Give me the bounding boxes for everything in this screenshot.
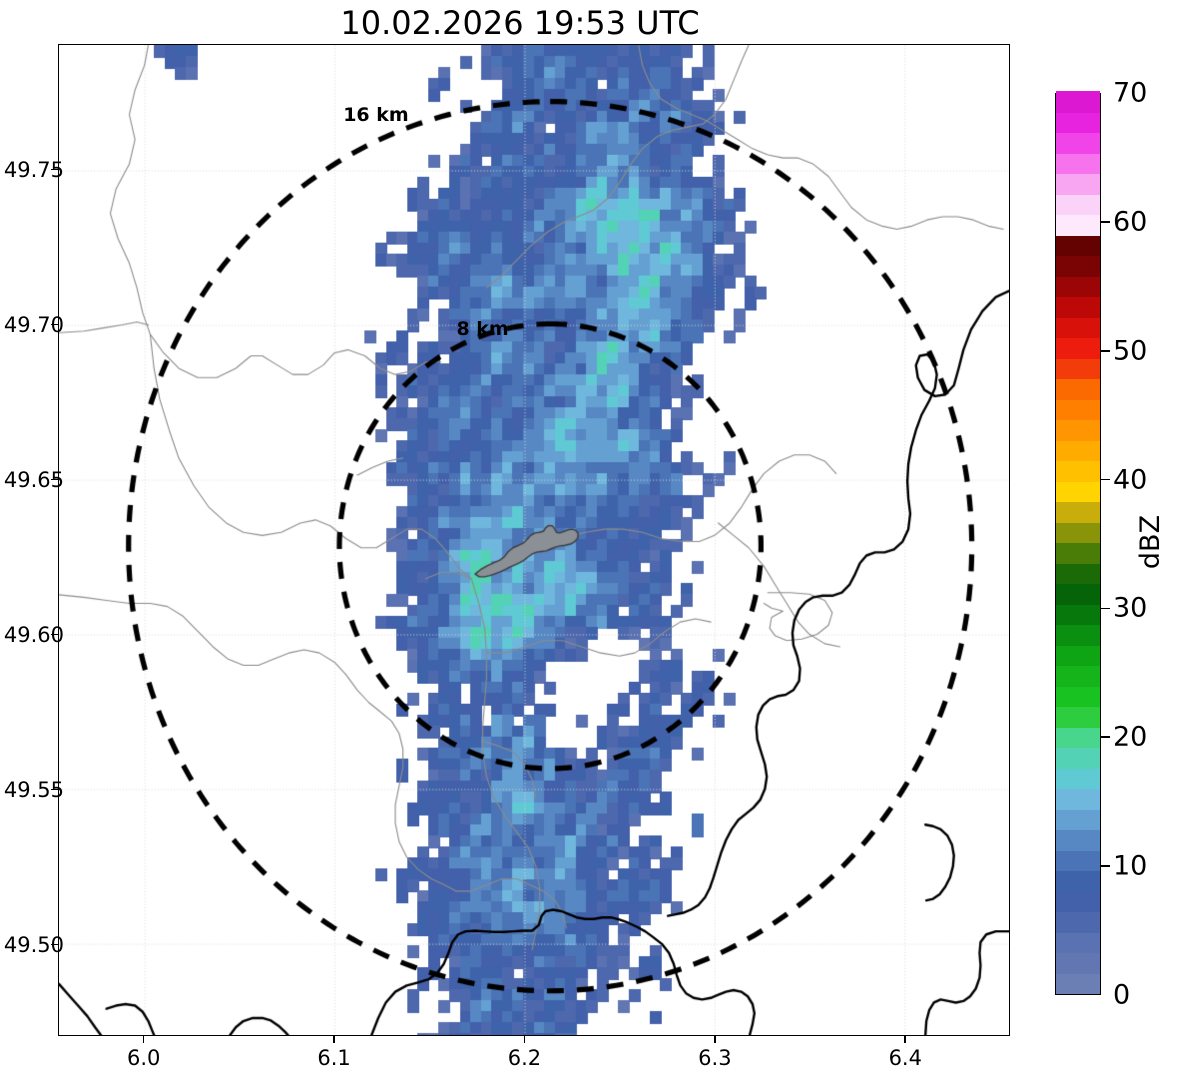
x-tick-mark	[523, 1036, 526, 1043]
colorbar-segment	[1056, 644, 1100, 666]
colorbar-segment	[1056, 665, 1100, 687]
colorbar-segment	[1056, 255, 1100, 277]
colorbar-tick-mark	[1101, 865, 1110, 867]
colorbar-segment	[1056, 706, 1100, 728]
colorbar-tick-label: 20	[1113, 721, 1148, 753]
x-tick-mark	[142, 1036, 145, 1043]
colorbar-segment	[1056, 624, 1100, 646]
colorbar-segment	[1056, 214, 1100, 236]
x-tick-label: 6.2	[507, 1046, 542, 1070]
colorbar-segment	[1056, 931, 1100, 953]
y-tick-mark	[51, 323, 58, 326]
colorbar-tick-mark	[1101, 221, 1110, 223]
colorbar-tick-label: 0	[1113, 979, 1131, 1011]
colorbar-segment	[1056, 808, 1100, 830]
x-tick-label: 6.4	[888, 1046, 922, 1070]
x-tick-label: 6.0	[126, 1046, 161, 1070]
y-tick-mark	[51, 633, 58, 636]
colorbar-gradient	[1055, 91, 1101, 995]
colorbar-tick-label: 40	[1113, 464, 1148, 496]
colorbar-segment	[1056, 460, 1100, 482]
colorbar-segment	[1056, 378, 1100, 400]
y-tick-mark	[51, 943, 58, 946]
colorbar-tick-mark	[1101, 349, 1110, 352]
colorbar-segment	[1056, 480, 1100, 502]
colorbar-segment	[1056, 132, 1100, 154]
colorbar-segment	[1056, 562, 1100, 584]
colorbar-segment	[1056, 542, 1100, 564]
colorbar-tick-label: 50	[1113, 335, 1148, 367]
y-tick-mark	[51, 478, 58, 481]
colorbar-segment	[1056, 972, 1100, 994]
colorbar-tick-label: 10	[1113, 850, 1148, 882]
colorbar-tick-label: 60	[1113, 206, 1148, 238]
range-ring-label: 16 km	[343, 104, 409, 127]
page-title: 10.02.2026 19:53 UTC	[340, 4, 700, 42]
colorbar-segment	[1056, 357, 1100, 379]
colorbar-segment	[1056, 173, 1100, 195]
colorbar-tick-mark	[1101, 607, 1110, 610]
colorbar-segment	[1056, 890, 1100, 912]
range-ring-label: 8 km	[456, 318, 509, 341]
x-tick-label: 6.3	[698, 1046, 732, 1070]
colorbar-segment	[1056, 398, 1100, 420]
colorbar-segment	[1056, 747, 1100, 769]
colorbar-segment	[1056, 603, 1100, 625]
colorbar-axis-label: dBZ	[1135, 514, 1166, 570]
colorbar-segment	[1056, 726, 1100, 748]
colorbar-segment	[1056, 952, 1100, 974]
colorbar-tick-mark	[1101, 736, 1110, 739]
colorbar-segment	[1056, 521, 1100, 543]
colorbar[interactable]	[1055, 91, 1101, 995]
colorbar-segment	[1056, 111, 1100, 133]
colorbar-segment	[1056, 337, 1100, 359]
map-vector-layer	[59, 45, 1009, 1035]
x-tick-mark	[333, 1036, 335, 1043]
x-tick-mark	[714, 1036, 716, 1043]
colorbar-segment	[1056, 275, 1100, 297]
colorbar-tick-label: 30	[1113, 592, 1148, 624]
colorbar-segment	[1056, 234, 1100, 256]
colorbar-segment	[1056, 419, 1100, 441]
colorbar-segment	[1056, 788, 1100, 810]
colorbar-segment	[1056, 91, 1100, 113]
colorbar-segment	[1056, 870, 1100, 892]
colorbar-segment	[1056, 767, 1100, 789]
colorbar-segment	[1056, 849, 1100, 871]
colorbar-segment	[1056, 829, 1100, 851]
colorbar-segment	[1056, 296, 1100, 318]
map-plot-area[interactable]	[58, 44, 1010, 1036]
colorbar-segment	[1056, 685, 1100, 707]
colorbar-tick-label: 70	[1113, 77, 1148, 109]
y-tick-mark	[51, 168, 58, 171]
colorbar-segment	[1056, 152, 1100, 174]
colorbar-segment	[1056, 193, 1100, 215]
colorbar-segment	[1056, 316, 1100, 338]
colorbar-tick-mark	[1101, 478, 1110, 481]
colorbar-segment	[1056, 439, 1100, 461]
colorbar-segment	[1056, 583, 1100, 605]
x-tick-mark	[904, 1036, 907, 1043]
colorbar-segment	[1056, 501, 1100, 523]
colorbar-segment	[1056, 911, 1100, 933]
y-tick-mark	[51, 788, 58, 791]
x-tick-label: 6.1	[317, 1046, 351, 1070]
